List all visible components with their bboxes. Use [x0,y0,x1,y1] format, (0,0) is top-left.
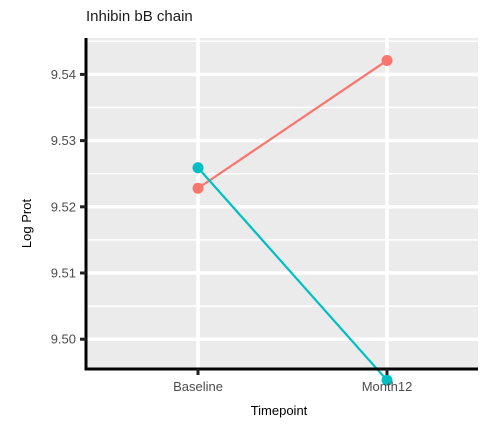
y-tick-label: 9.51 [51,266,76,281]
y-tick-label: 9.53 [51,133,76,148]
y-axis-title: Log Prot [19,199,34,249]
minor-gridlines [86,40,478,307]
x-axis-ticks: Baseline Month12 [173,369,412,394]
x-tick-label: Baseline [173,379,223,394]
x-tick-label: Month12 [362,379,413,394]
series-line [197,59,388,190]
y-tick-label: 9.54 [51,67,76,82]
series-line [197,167,388,381]
x-axis-title: Timepoint [251,403,308,418]
series-layer [192,55,393,386]
y-axis-ticks: 9.50 9.51 9.52 9.53 9.54 [51,67,86,347]
y-tick-label: 9.50 [51,332,76,347]
chart-title: Inhibin bB chain [86,8,193,25]
data-point [381,374,393,386]
series-2 [192,162,393,386]
major-gridlines [86,38,478,369]
plot-panel [86,38,478,369]
data-point [192,162,204,174]
data-point [192,182,204,194]
series-1 [192,55,393,194]
data-point [381,55,393,67]
y-tick-label: 9.52 [51,199,76,214]
